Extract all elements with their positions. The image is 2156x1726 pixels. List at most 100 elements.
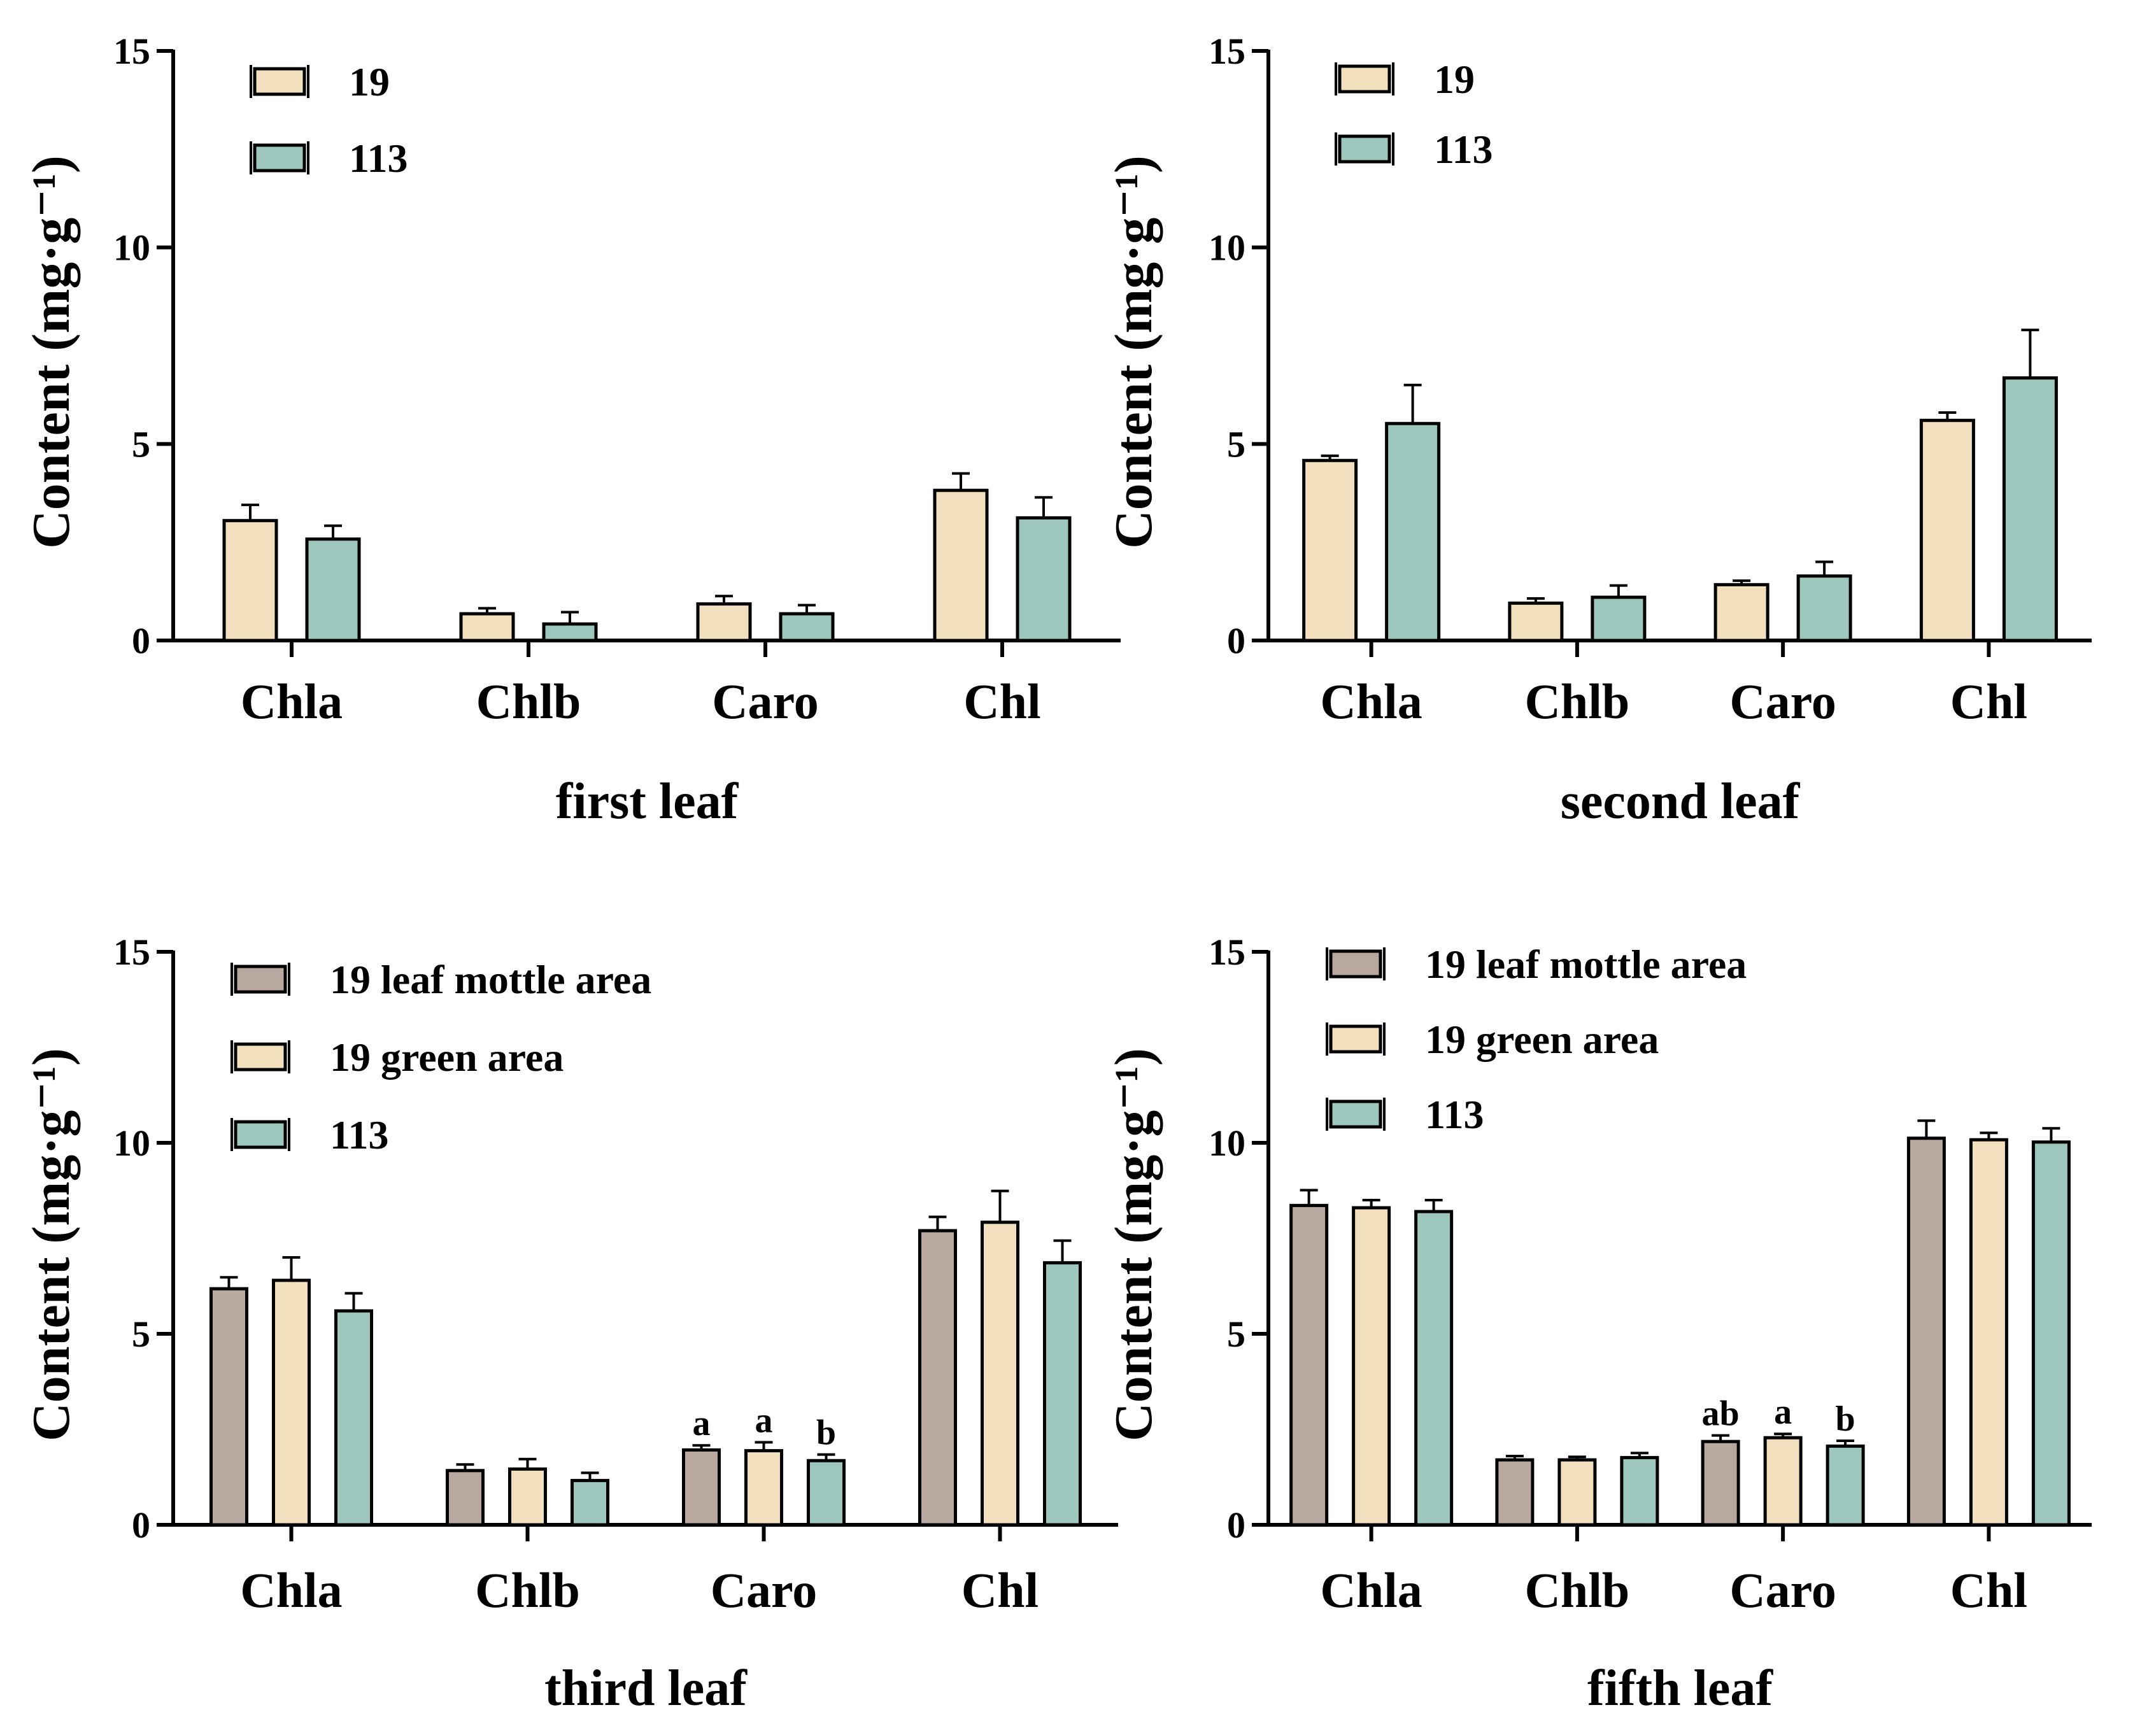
- category-label-chlb: Chlb: [475, 1562, 580, 1618]
- category-label-chlb: Chlb: [1524, 674, 1629, 729]
- legend-swatch: [1329, 1024, 1382, 1054]
- bar: [571, 1478, 609, 1527]
- bar: [1016, 516, 1072, 642]
- y-tick-label: 15: [1209, 31, 1245, 72]
- y-tick-label: 5: [1227, 423, 1245, 465]
- bar: [981, 1220, 1019, 1527]
- bar: [807, 1459, 846, 1527]
- bar: [1969, 1138, 2008, 1527]
- bar: [1414, 1210, 1454, 1527]
- y-tick-label: 15: [113, 931, 150, 973]
- bar: [222, 519, 278, 642]
- bar: [508, 1467, 547, 1527]
- bar: [2002, 376, 2058, 642]
- bar: [305, 537, 361, 642]
- significance-letter: ab: [1702, 1394, 1740, 1434]
- bar: [1701, 1440, 1740, 1527]
- y-tick-label: 15: [1209, 931, 1245, 973]
- y-tick-label: 15: [113, 31, 150, 72]
- category-label-chla: Chla: [1320, 1562, 1422, 1618]
- legend-swatch: [253, 143, 306, 173]
- legend-label: 19 green area: [1425, 1017, 1659, 1062]
- category-label-chl: Chl: [963, 674, 1040, 729]
- bar: [682, 1448, 721, 1527]
- y-tick-label: 10: [113, 227, 150, 269]
- bar: [779, 612, 835, 642]
- significance-letter: a: [1774, 1392, 1792, 1432]
- chart-panel-2: 0 5 10 15 Content (mg·g⁻¹) Chla Chlb Caro Chl 19 1…: [1104, 31, 2092, 830]
- category-label-chl: Chl: [1950, 674, 2027, 729]
- legend-swatch: [1329, 949, 1382, 979]
- bar: [744, 1449, 783, 1527]
- significance-letter: b: [816, 1413, 836, 1453]
- legend-label: 113: [349, 136, 408, 181]
- legend-label: 113: [1425, 1092, 1484, 1137]
- y-tick-label: 0: [132, 620, 150, 661]
- legend-swatch: [234, 965, 287, 994]
- category-label-chlb: Chlb: [476, 674, 581, 729]
- y-axis-label: Content (mg·g⁻¹): [1104, 155, 1163, 549]
- legend-label: 19 green area: [330, 1035, 564, 1080]
- category-label-chl: Chl: [961, 1562, 1039, 1618]
- y-tick-label: 0: [1227, 1504, 1245, 1546]
- y-tick-label: 10: [1209, 1122, 1245, 1164]
- bar: [334, 1309, 373, 1527]
- legend-label: 19 leaf mottle area: [1425, 942, 1747, 987]
- bar: [209, 1287, 248, 1527]
- legend-swatch: [1338, 134, 1391, 164]
- category-label-chla: Chla: [240, 1562, 342, 1618]
- category-label-chla: Chla: [1320, 674, 1422, 729]
- chart-panel-1: 0 5 10 15 Content (mg·g⁻¹) Chla Chlb Caro Chl 19 1…: [22, 31, 1121, 830]
- bar: [918, 1229, 957, 1527]
- legend-label: 19 leaf mottle area: [330, 957, 651, 1002]
- y-tick-label: 5: [1227, 1313, 1245, 1355]
- legend-swatch: [253, 67, 306, 96]
- panel-title: second leaf: [1561, 774, 1801, 830]
- bar: [1385, 421, 1441, 642]
- significance-letter: a: [755, 1401, 773, 1440]
- category-label-caro: Caro: [1729, 674, 1836, 729]
- category-label-chlb: Chlb: [1524, 1562, 1629, 1618]
- category-label-caro: Caro: [711, 1562, 818, 1618]
- significance-letter: b: [1836, 1399, 1855, 1439]
- category-label-chla: Chla: [241, 674, 343, 729]
- bar: [1906, 1136, 1946, 1527]
- y-tick-label: 5: [132, 1313, 150, 1355]
- y-tick-label: 10: [1209, 227, 1245, 269]
- bar: [1591, 595, 1647, 642]
- bar: [1796, 574, 1852, 642]
- bar: [446, 1469, 485, 1527]
- y-axis-label: Content (mg·g⁻¹): [22, 155, 81, 549]
- category-label-chl: Chl: [1950, 1562, 2027, 1618]
- bar: [1763, 1436, 1803, 1527]
- significance-letter: a: [693, 1404, 711, 1443]
- bar: [1043, 1261, 1082, 1527]
- bar: [2031, 1140, 2071, 1527]
- bar: [696, 602, 752, 642]
- category-label-caro: Caro: [1729, 1562, 1836, 1618]
- bar: [1713, 583, 1769, 642]
- bar: [1495, 1458, 1535, 1527]
- category-label-caro: Caro: [712, 674, 819, 729]
- bar: [1826, 1444, 1865, 1527]
- panel-title: fifth leaf: [1587, 1660, 1773, 1716]
- legend-label: 19: [349, 59, 390, 104]
- legend-swatch: [234, 1042, 287, 1072]
- y-tick-label: 0: [1227, 620, 1245, 661]
- y-tick-label: 5: [132, 423, 150, 465]
- legend-label: 113: [330, 1112, 388, 1157]
- legend-label: 19: [1434, 57, 1475, 102]
- bar: [1302, 458, 1358, 642]
- y-axis-label: Content (mg·g⁻¹): [22, 1048, 81, 1441]
- y-tick-label: 0: [132, 1504, 150, 1546]
- legend-label: 113: [1434, 127, 1493, 172]
- legend-swatch: [1338, 64, 1391, 94]
- bar: [542, 622, 598, 642]
- y-tick-label: 10: [113, 1122, 150, 1164]
- bar: [1557, 1458, 1597, 1527]
- bar: [272, 1278, 311, 1527]
- legend-swatch: [1329, 1100, 1382, 1129]
